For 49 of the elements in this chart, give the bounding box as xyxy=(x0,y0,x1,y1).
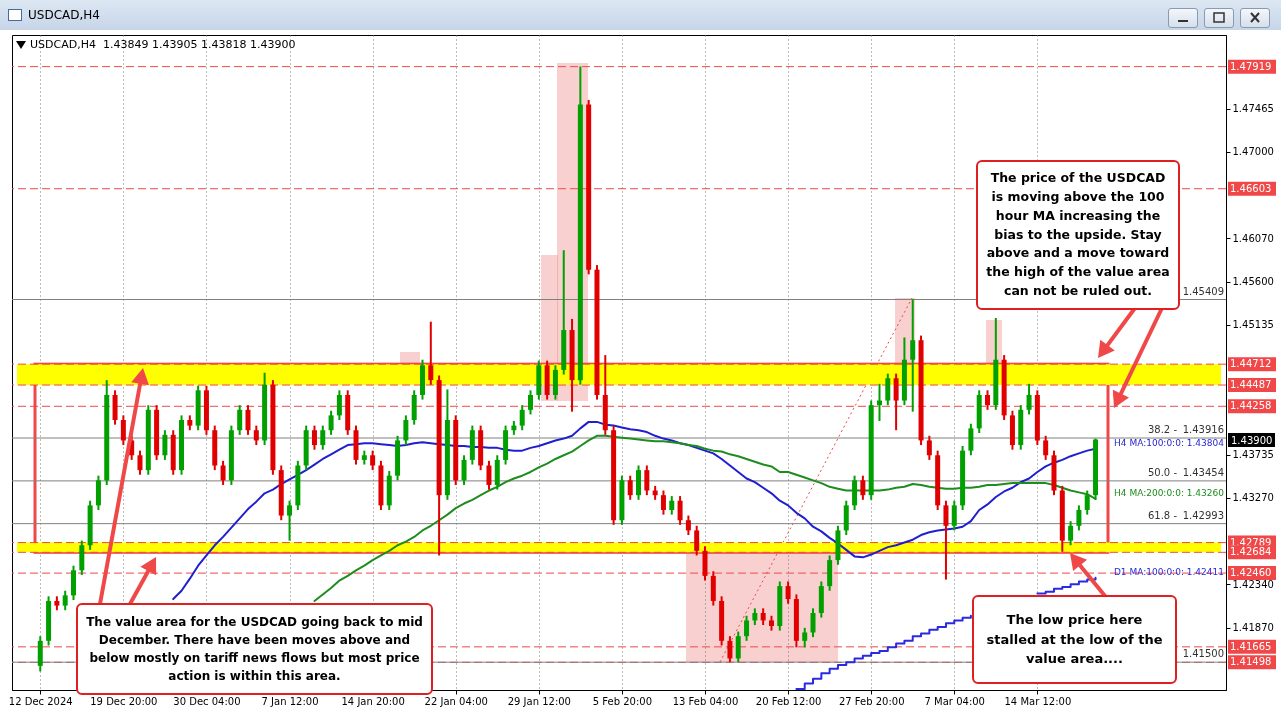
x-tick-label: 12 Dec 2024 xyxy=(8,695,73,707)
ref-line-label: 1.42993 xyxy=(1182,509,1224,521)
y-tick-label: 1.47465 xyxy=(1232,103,1274,115)
x-tick-label: 19 Dec 20:00 xyxy=(90,695,158,707)
x-tick-label: 20 Feb 12:00 xyxy=(755,695,822,707)
ref-line-label: 1.41500 xyxy=(1182,648,1224,660)
x-tick-label: 14 Mar 12:00 xyxy=(1004,695,1072,707)
annotation: 50.0 - xyxy=(1147,466,1178,478)
annotation: 61.8 - xyxy=(1147,509,1178,521)
x-tick-label: 14 Jan 20:00 xyxy=(341,695,405,707)
ref-line-label: 1.44258 xyxy=(1230,400,1272,412)
text: H4 MA:200:0:0: 1.43260 xyxy=(1114,487,1225,498)
ref-line-label: 1.43454 xyxy=(1182,466,1224,478)
x-tick-label: 22 Jan 04:00 xyxy=(424,695,488,707)
text: 1.43900 xyxy=(1228,433,1275,447)
text: H4 MA:100:0:0: 1.43804 xyxy=(1114,437,1225,448)
annotation: 38.2 - xyxy=(1147,424,1178,436)
ref-line-label: 1.45409 xyxy=(1182,285,1224,297)
ref-line-label: 1.47919 xyxy=(1230,60,1272,72)
x-tick-label: 27 Feb 20:00 xyxy=(838,695,905,707)
x-tick-label: 5 Feb 20:00 xyxy=(592,695,653,707)
ref-line-label: 1.41498 xyxy=(1230,656,1272,668)
y-tick-label: 1.45600 xyxy=(1232,276,1274,288)
ref-line-label: 1.42684 xyxy=(1230,546,1272,558)
ref-line-label: 1.44712 xyxy=(1230,358,1272,370)
ref-line-label: 1.46603 xyxy=(1230,182,1272,194)
x-tick-label: 13 Feb 04:00 xyxy=(672,695,739,707)
y-tick-label: 1.43270 xyxy=(1232,492,1274,504)
ref-line-label: 1.44487 xyxy=(1230,379,1272,391)
ref-line-label: 1.43916 xyxy=(1182,424,1224,436)
x-tick-label: 30 Dec 04:00 xyxy=(173,695,241,707)
callout-box: The price of the USDCAD is moving above the 100 hour MA increasing the bias to the upside. Stay above and a move toward the high of the value area can not be ruled out. xyxy=(976,160,1180,310)
y-tick-label: 1.41870 xyxy=(1232,622,1274,634)
y-tick-label: 1.42340 xyxy=(1232,578,1274,590)
callout-box: The value area for the USDCAD going back to mid December. There have been moves above and below mostly on tariff news flows but most price action is within this area. xyxy=(76,603,433,695)
x-tick-label: 7 Mar 04:00 xyxy=(924,695,985,707)
y-tick-label: 1.43735 xyxy=(1232,449,1274,461)
chart-title: USDCAD,H4 xyxy=(28,8,100,22)
callout-box: The low price here stalled at the low of the value area.... xyxy=(972,595,1177,684)
ref-line-label: 1.42789 xyxy=(1230,536,1272,548)
chart-subtitle: USDCAD,H4 1.43849 1.43905 1.43818 1.43900 xyxy=(30,38,296,51)
text: D1 MA:100:0:0: 1.42411 xyxy=(1113,566,1224,577)
y-tick-label: 1.45135 xyxy=(1232,319,1274,331)
ref-line-label: 1.42460 xyxy=(1230,567,1272,579)
y-tick-label: 1.47000 xyxy=(1232,146,1274,158)
ref-line-label: 1.41665 xyxy=(1230,640,1272,652)
x-tick-label: 7 Jan 12:00 xyxy=(261,695,319,707)
y-tick-label: 1.46070 xyxy=(1232,232,1274,244)
x-tick-label: 29 Jan 12:00 xyxy=(507,695,571,707)
